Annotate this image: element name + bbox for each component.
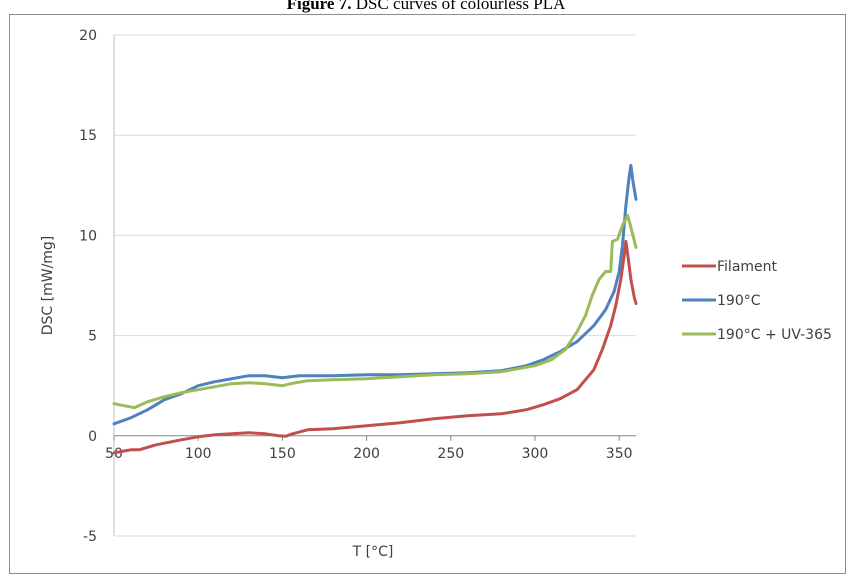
gridlines	[114, 34, 636, 537]
x-tick-label: 300	[522, 446, 549, 462]
y-tick-label: 20	[79, 28, 97, 44]
series-line-1	[112, 239, 638, 455]
series-line-2	[112, 163, 638, 426]
x-axis-ticks: 50 100 150 200 250 300 350	[105, 435, 633, 462]
y-tick-label: 0	[88, 429, 97, 445]
y-tick-label: 5	[88, 329, 97, 345]
x-tick-label: 250	[437, 446, 464, 462]
y-tick-label: 10	[79, 228, 97, 244]
y-tick-label: 15	[79, 128, 97, 144]
y-axis-label: DSC [mW/mg]	[40, 236, 56, 336]
series-layer	[112, 163, 638, 455]
legend-label-1: Filament	[717, 259, 778, 275]
figure-title: Figure 7. DSC curves of colourless PLA	[0, 0, 852, 14]
y-axis-ticks: -5 0 5 10 15 20	[79, 28, 97, 545]
series-line-3	[112, 213, 638, 410]
figure-title-number: Figure 7.	[286, 0, 352, 13]
x-tick-label: 150	[269, 446, 296, 462]
x-tick-label: 350	[606, 446, 633, 462]
legend-label-2: 190°C	[717, 293, 761, 309]
legend: Filament 190°C 190°C + UV-365	[682, 259, 832, 343]
figure-title-text: DSC curves of colourless PLA	[355, 0, 566, 13]
legend-label-3: 190°C + UV-365	[717, 327, 832, 343]
y-tick-label: -5	[83, 529, 97, 545]
x-tick-label: 100	[185, 446, 212, 462]
x-axis-label: T [°C]	[352, 544, 394, 560]
x-tick-label: 200	[353, 446, 380, 462]
